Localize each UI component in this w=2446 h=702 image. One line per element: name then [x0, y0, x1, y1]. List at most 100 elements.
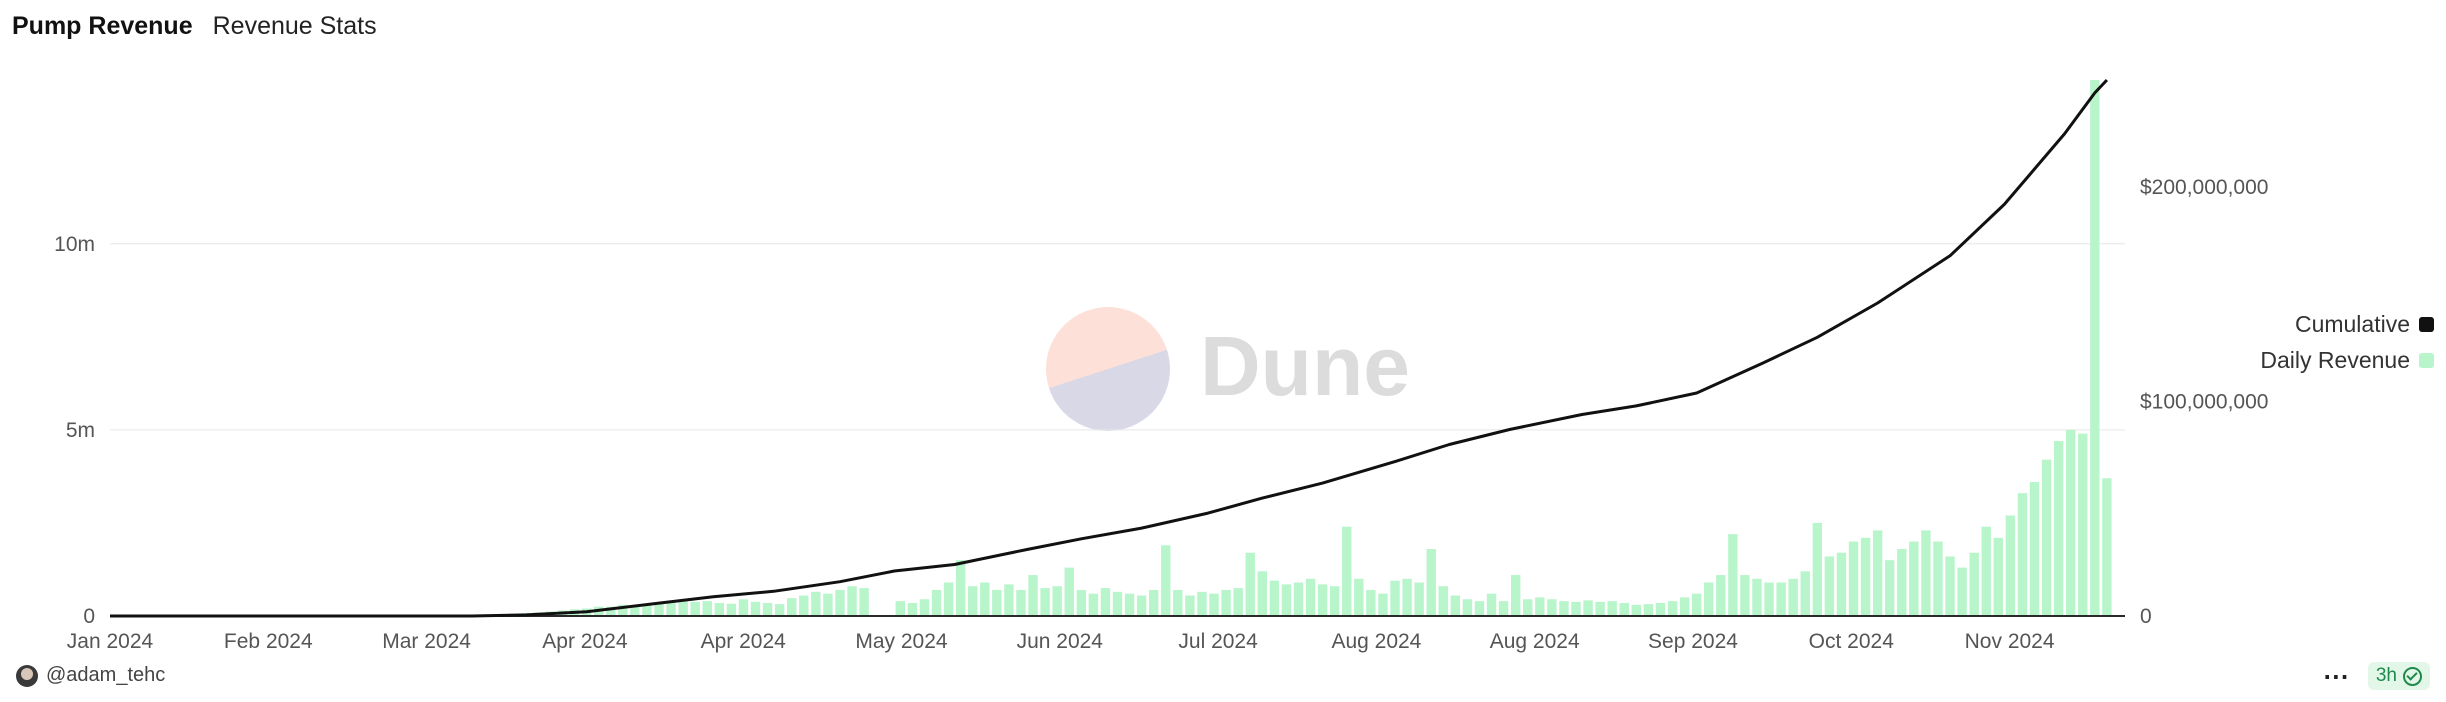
bar[interactable] — [1112, 591, 1123, 616]
bar[interactable] — [2065, 429, 2076, 616]
bar[interactable] — [642, 604, 652, 616]
bar[interactable] — [2090, 80, 2100, 616]
bar[interactable] — [1679, 597, 1690, 616]
bar[interactable] — [2017, 493, 2028, 616]
bar[interactable] — [1269, 580, 1280, 616]
bar[interactable] — [1028, 575, 1038, 616]
bar[interactable] — [1390, 580, 1400, 616]
bar[interactable] — [1691, 593, 1702, 616]
bar[interactable] — [895, 601, 906, 616]
bar[interactable] — [630, 605, 640, 616]
bar[interactable] — [1016, 589, 1026, 616]
bar[interactable] — [1136, 595, 1147, 616]
bar[interactable] — [2053, 441, 2064, 616]
bar[interactable] — [980, 582, 990, 617]
bar[interactable] — [1631, 604, 1642, 616]
bar[interactable] — [1655, 602, 1666, 616]
bar[interactable] — [1740, 575, 1750, 616]
bar[interactable] — [1619, 602, 1629, 616]
freshness-badge[interactable]: 3h — [2367, 662, 2430, 690]
bar[interactable] — [787, 598, 797, 616]
bar[interactable] — [654, 602, 664, 616]
bar[interactable] — [847, 586, 857, 616]
bar[interactable] — [2005, 515, 2016, 617]
bar[interactable] — [1354, 578, 1364, 616]
bar[interactable] — [714, 602, 725, 616]
bar[interactable] — [992, 589, 1002, 616]
bar[interactable] — [1583, 600, 1593, 616]
bar[interactable] — [1824, 556, 1835, 616]
bar[interactable] — [1317, 584, 1328, 616]
bar[interactable] — [1004, 584, 1014, 616]
bar[interactable] — [1559, 601, 1569, 616]
bar[interactable] — [1848, 541, 1859, 616]
bar[interactable] — [1812, 522, 1823, 616]
bar[interactable] — [1607, 601, 1617, 616]
bar[interactable] — [1510, 575, 1521, 616]
bar[interactable] — [1245, 552, 1255, 616]
bar[interactable] — [1088, 593, 1099, 616]
bar[interactable] — [678, 600, 688, 616]
bar[interactable] — [702, 601, 712, 616]
bar[interactable] — [1329, 586, 1340, 616]
bar[interactable] — [1100, 588, 1111, 616]
legend-item-daily-revenue[interactable]: Daily Revenue — [2260, 342, 2434, 378]
bar[interactable] — [1667, 601, 1678, 616]
bar[interactable] — [1486, 593, 1497, 616]
bar[interactable] — [1257, 571, 1267, 616]
bar[interactable] — [1221, 589, 1231, 616]
bar[interactable] — [774, 604, 785, 616]
bar[interactable] — [1704, 582, 1714, 617]
bar[interactable] — [1860, 537, 1871, 616]
bar[interactable] — [1402, 578, 1412, 616]
bar[interactable] — [859, 588, 869, 616]
bar[interactable] — [1426, 549, 1436, 616]
bar[interactable] — [1438, 586, 1448, 616]
bar[interactable] — [1752, 578, 1762, 616]
bar[interactable] — [2102, 478, 2112, 616]
bar[interactable] — [1885, 560, 1895, 616]
bar[interactable] — [955, 560, 966, 616]
bar[interactable] — [1716, 575, 1726, 616]
bar[interactable] — [931, 589, 942, 616]
bar[interactable] — [2029, 482, 2040, 616]
bar[interactable] — [1981, 526, 1991, 616]
bar[interactable] — [1933, 541, 1943, 616]
bar[interactable] — [1728, 534, 1738, 616]
bar[interactable] — [1969, 552, 1979, 616]
bar[interactable] — [1921, 530, 1931, 616]
bar[interactable] — [1161, 545, 1171, 616]
bar[interactable] — [1872, 530, 1883, 616]
bar[interactable] — [1836, 552, 1847, 616]
bar[interactable] — [919, 599, 930, 616]
bar[interactable] — [618, 604, 628, 616]
bar[interactable] — [1764, 582, 1774, 617]
bar[interactable] — [1305, 578, 1316, 616]
bar[interactable] — [1148, 589, 1159, 616]
more-dots-icon[interactable]: ⋯ — [2322, 661, 2350, 691]
bar[interactable] — [1185, 595, 1195, 616]
bar[interactable] — [762, 602, 773, 616]
bar[interactable] — [1076, 589, 1087, 616]
bar[interactable] — [943, 582, 954, 617]
bar[interactable] — [1498, 601, 1509, 616]
bar[interactable] — [968, 586, 978, 616]
bar[interactable] — [1281, 584, 1292, 616]
bar[interactable] — [1233, 588, 1243, 616]
bar[interactable] — [738, 599, 749, 616]
author-link[interactable]: @adam_tehc — [16, 664, 165, 687]
bar[interactable] — [1124, 593, 1135, 616]
bar[interactable] — [1173, 589, 1183, 616]
bar[interactable] — [811, 591, 821, 616]
bar[interactable] — [1595, 601, 1605, 616]
bar[interactable] — [606, 606, 616, 616]
bar[interactable] — [2041, 459, 2052, 616]
legend-item-cumulative[interactable]: Cumulative — [2260, 306, 2434, 342]
bar[interactable] — [1052, 586, 1062, 616]
bar[interactable] — [1535, 597, 1545, 616]
bar[interactable] — [1450, 595, 1461, 616]
bar[interactable] — [1378, 593, 1388, 616]
bar[interactable] — [823, 593, 833, 616]
bar[interactable] — [1547, 599, 1557, 616]
bar[interactable] — [1293, 582, 1304, 617]
